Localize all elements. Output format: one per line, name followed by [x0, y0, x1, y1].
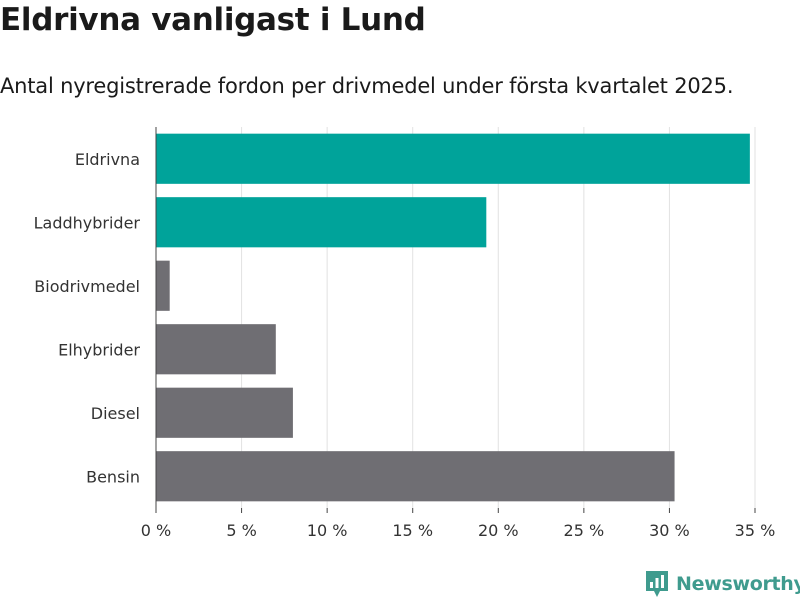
bars [156, 133, 750, 502]
bar [156, 451, 675, 502]
category-label: Biodrivmedel [34, 277, 140, 296]
x-tick-label: 35 % [735, 521, 776, 540]
x-axis: 0 % 5 % 10 % 15 % 20 % 25 % 30 % 35 % [141, 127, 776, 540]
x-tick-label: 25 % [564, 521, 605, 540]
x-tick-label: 15 % [392, 521, 433, 540]
x-tick-label: 0 % [141, 521, 171, 540]
x-tick-label: 5 % [226, 521, 256, 540]
x-tick-label: 30 % [649, 521, 690, 540]
category-label: Bensin [86, 467, 140, 486]
newsworthy-logo-icon [646, 571, 668, 597]
bar [156, 260, 170, 311]
brand-name: Newsworthy [676, 573, 800, 595]
category-label: Elhybrider [58, 340, 140, 359]
bar [156, 197, 487, 248]
gridlines [241, 127, 756, 508]
bar [156, 133, 750, 184]
category-label: Eldrivna [75, 150, 140, 169]
category-labels: Eldrivna Laddhybrider Biodrivmedel Elhybrid… [34, 150, 141, 487]
bar [156, 387, 293, 438]
category-label: Laddhybrider [34, 213, 141, 232]
chart-subtitle: Antal nyregistrerade fordon per drivmede… [0, 74, 734, 98]
category-label: Diesel [91, 404, 140, 423]
x-tick-label: 20 % [478, 521, 519, 540]
x-tick-label: 10 % [307, 521, 348, 540]
bar [156, 324, 276, 375]
brand-logo: Newsworthy [644, 568, 800, 600]
chart-title: Eldrivna vanligast i Lund [0, 2, 426, 38]
